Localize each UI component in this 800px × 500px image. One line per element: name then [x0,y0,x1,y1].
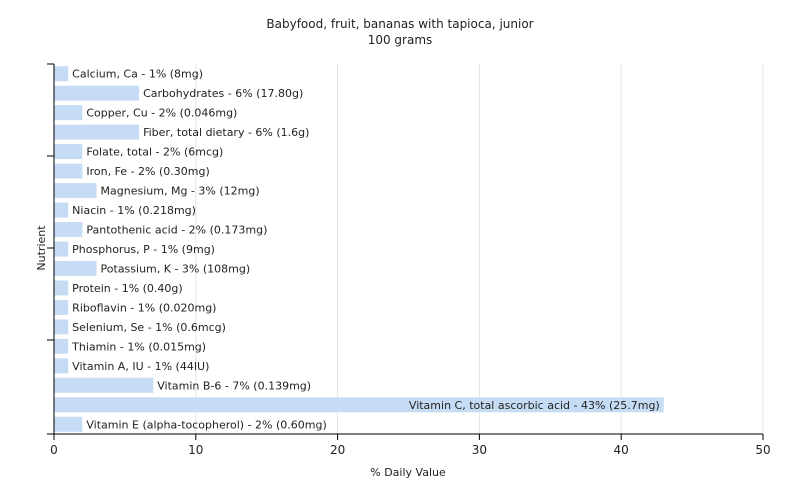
bar-18 [54,416,83,432]
bar-label-6: Magnesium, Mg - 3% (12mg) [101,185,260,198]
axes: 0 10 20 30 40 50 [47,63,771,457]
bar-label-16: Vitamin B-6 - 7% (0.139mg) [157,379,311,392]
bar-label-10: Potassium, K - 3% (108mg) [101,262,251,275]
x-tick-label-2: 20 [330,443,345,457]
bar-label-5: Iron, Fe - 2% (0.30mg) [86,165,209,178]
bar-label-3: Fiber, total dietary - 6% (1.6g) [143,126,309,139]
bar-label-17: Vitamin C, total ascorbic acid - 43% (25… [409,399,660,412]
bar-2 [54,105,83,121]
grid-lines [54,64,764,434]
x-axis-label: % Daily Value [370,466,446,479]
bar-5 [54,163,83,179]
x-tick-label-0: 0 [50,443,58,457]
bar-6 [54,183,97,199]
x-tick-label-5: 50 [755,443,770,457]
plot-area [54,64,763,434]
bar-11 [54,280,69,296]
bar-1 [54,85,140,101]
chart-subtitle: 100 grams [368,33,433,47]
bar-label-11: Protein - 1% (0.40g) [72,282,183,295]
x-tick-label-3: 30 [472,443,487,457]
bar-0 [54,66,69,82]
bar-12 [54,299,69,315]
bar-label-0: Calcium, Ca - 1% (8mg) [72,68,203,81]
bar-label-1: Carbohydrates - 6% (17.80g) [143,87,303,100]
chart-title: Babyfood, fruit, bananas with tapioca, j… [266,17,533,31]
bar-10 [54,260,97,276]
bar-label-4: Folate, total - 2% (6mcg) [86,146,223,159]
bar-15 [54,358,69,374]
bar-label-8: Pantothenic acid - 2% (0.173mg) [86,224,267,237]
y-axis-label: Nutrient [35,225,48,271]
bar-label-15: Vitamin A, IU - 1% (44IU) [72,360,209,373]
bar-13 [54,319,69,335]
bar-label-18: Vitamin E (alpha-tocopherol) - 2% (0.60m… [86,418,326,431]
bar-14 [54,338,69,354]
bar-label-13: Selenium, Se - 1% (0.6mcg) [72,321,226,334]
bar-label-2: Copper, Cu - 2% (0.046mg) [86,107,237,120]
bar-8 [54,222,83,238]
bar-label-7: Niacin - 1% (0.218mg) [72,204,196,217]
bar-7 [54,202,69,218]
bars: Calcium, Ca - 1% (8mg) Carbohydrates - 6%… [54,66,664,432]
x-tick-label-4: 40 [614,443,629,457]
bar-17 [54,397,664,413]
bar-label-9: Phosphorus, P - 1% (9mg) [72,243,215,256]
x-tick-label-1: 10 [188,443,203,457]
bar-9 [54,241,69,257]
bar-16 [54,377,154,393]
bar-label-14: Thiamin - 1% (0.015mg) [71,340,206,353]
bar-4 [54,144,83,160]
bar-3 [54,124,140,140]
bar-label-12: Riboflavin - 1% (0.020mg) [72,301,216,314]
